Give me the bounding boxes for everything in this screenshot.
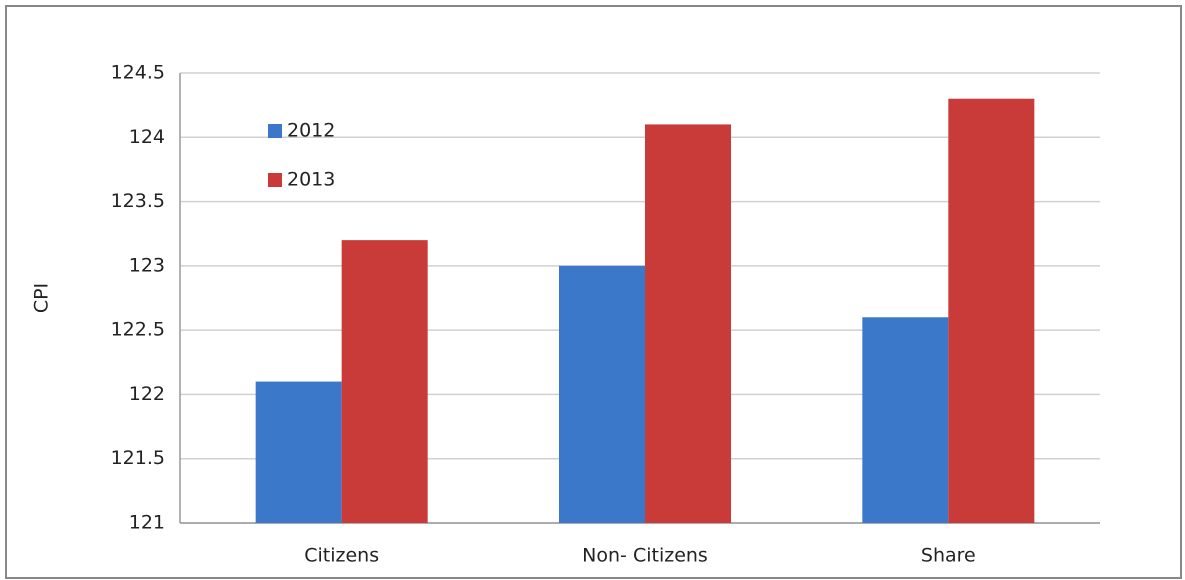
y-tick-label: 124.5 (111, 62, 165, 84)
y-tick-label: 122 (129, 383, 165, 405)
bar (645, 124, 731, 523)
bar (341, 240, 428, 523)
y-tick-label: 122.5 (111, 319, 165, 341)
y-tick-label: 121.5 (111, 447, 165, 469)
bar (862, 317, 949, 523)
y-tick-label: 123.5 (111, 190, 165, 212)
y-axis-label: CPI (31, 283, 53, 313)
legend-swatch (268, 124, 282, 138)
legend-swatch (268, 173, 282, 187)
y-tick-label: 121 (129, 512, 165, 534)
x-tick-label: Citizens (304, 545, 379, 567)
legend-label: 2013 (287, 169, 335, 191)
y-tick-label: 123 (129, 254, 165, 276)
bar (559, 265, 645, 523)
y-tick-label: 124 (129, 126, 165, 148)
bar (948, 98, 1035, 523)
x-tick-label: Share (921, 545, 976, 567)
legend-label: 2012 (287, 120, 335, 142)
bar (255, 381, 342, 523)
x-tick-label: Non- Citizens (582, 545, 708, 567)
